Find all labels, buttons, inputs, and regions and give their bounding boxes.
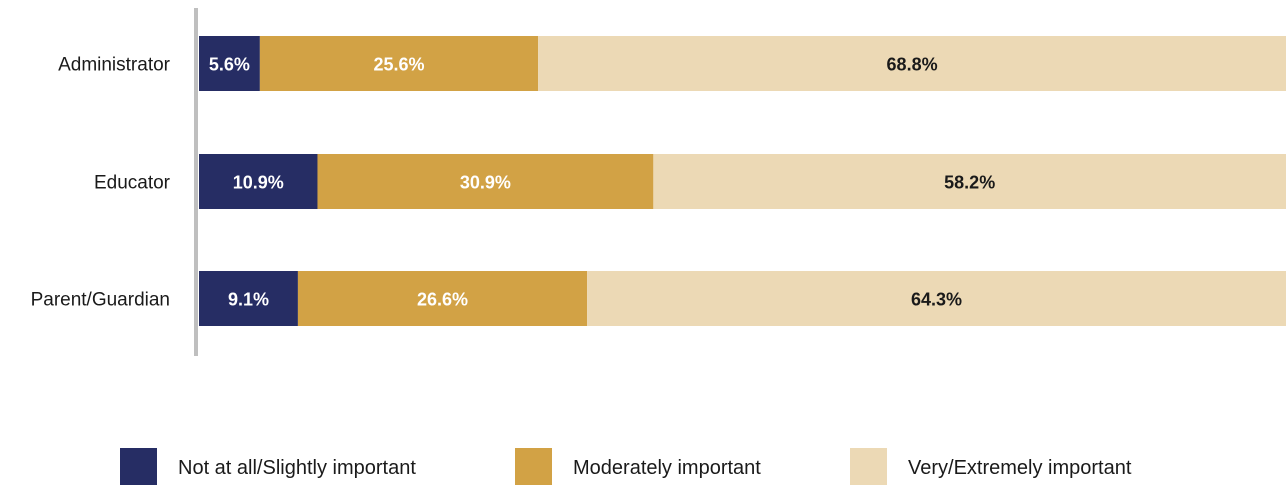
legend-swatch-3 [850, 448, 887, 485]
category-label-educator: Educator [94, 173, 171, 194]
bar-segment-educator-3 [653, 154, 1286, 209]
data-label-administrator-2: 25.6% [373, 55, 424, 75]
legend-label-3: Very/Extremely important [908, 457, 1132, 479]
category-labels: Administrator Educator Parent/Guardian [31, 55, 171, 311]
category-label-administrator: Administrator [58, 55, 171, 76]
data-label-parent-guardian-3: 64.3% [911, 290, 962, 310]
bar-segment-parent-guardian-1 [199, 271, 298, 326]
category-label-parent-guardian: Parent/Guardian [31, 290, 170, 311]
data-label-administrator-1: 5.6% [209, 55, 250, 75]
legend-item-1: Not at all/Slightly important [120, 448, 416, 485]
bar-segment-parent-guardian-3 [587, 271, 1286, 326]
bar-segment-parent-guardian-2 [297, 271, 588, 326]
legend-swatch-1 [120, 448, 157, 485]
data-label-administrator-3: 68.8% [887, 55, 938, 75]
data-label-educator-3: 58.2% [944, 173, 995, 193]
legend-label-1: Not at all/Slightly important [178, 457, 416, 479]
bar-segment-administrator-1 [199, 36, 260, 91]
data-label-educator-2: 30.9% [460, 173, 511, 193]
bar-segment-administrator-2 [259, 36, 539, 91]
legend-item-2: Moderately important [515, 448, 761, 485]
legend-label-2: Moderately important [573, 457, 761, 479]
legend: Not at all/Slightly important Moderately … [120, 448, 1132, 485]
legend-swatch-2 [515, 448, 552, 485]
bar-segment-educator-2 [317, 154, 654, 209]
bar-segment-educator-1 [199, 154, 318, 209]
data-label-parent-guardian-2: 26.6% [417, 290, 468, 310]
bars-layer: 5.6% 25.6% 68.8% 10.9% 30.9% 58.2% 9.1% 26.6% 64… [199, 36, 1286, 326]
bar-segment-administrator-3 [538, 36, 1286, 91]
data-label-educator-1: 10.9% [233, 173, 284, 193]
data-label-parent-guardian-1: 9.1% [228, 290, 269, 310]
legend-item-3: Very/Extremely important [850, 448, 1132, 485]
